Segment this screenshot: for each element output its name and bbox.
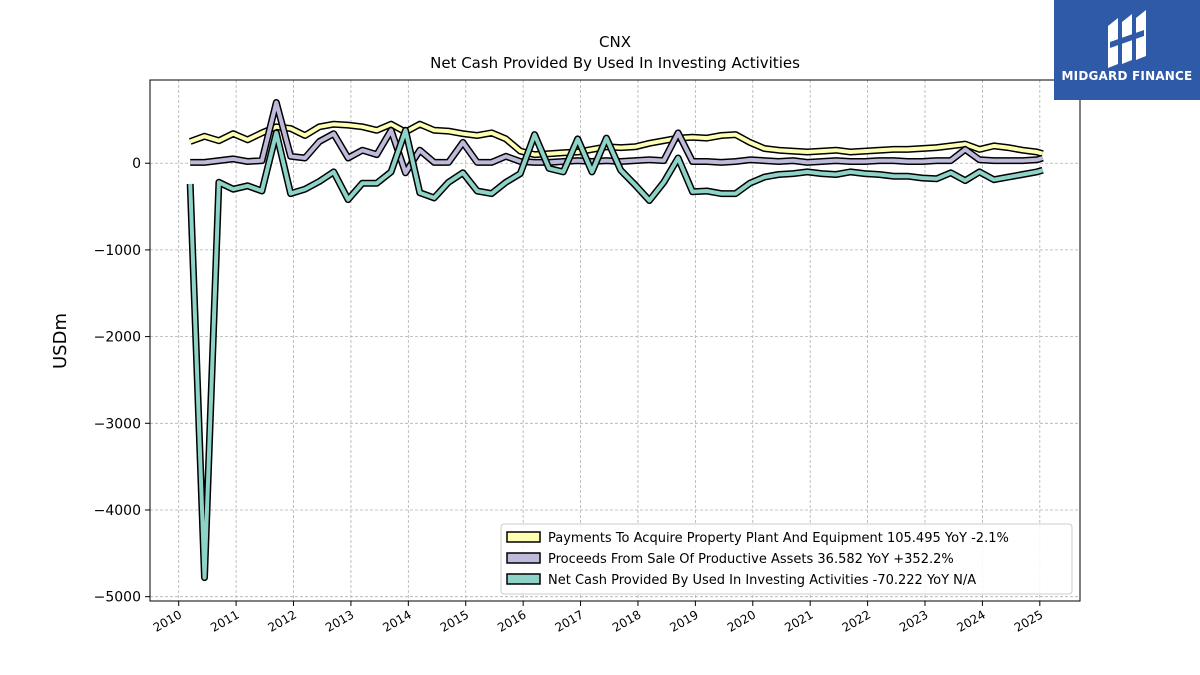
x-tick-label: 2015 — [438, 607, 471, 634]
y-tick-label: −5000 — [94, 590, 141, 606]
x-tick-label: 2011 — [208, 607, 241, 634]
x-tick-label: 2024 — [954, 607, 987, 634]
series-outline-2 — [186, 126, 1044, 582]
y-tick-label: −3000 — [94, 416, 141, 432]
x-tick-label: 2017 — [553, 607, 586, 634]
chart-subtitle: Net Cash Provided By Used In Investing A… — [430, 54, 800, 72]
y-axis: 0 −1000 −2000 −3000 −4000 −5000 — [94, 156, 150, 606]
legend-swatch — [506, 531, 541, 543]
series-layer — [186, 99, 1044, 582]
x-tick-label: 2021 — [782, 607, 815, 634]
x-tick-label: 2025 — [1012, 607, 1045, 634]
brand-logo: MIDGARD FINANCE — [1054, 0, 1200, 100]
x-tick-label: 2022 — [840, 607, 873, 634]
x-tick-label: 2013 — [323, 607, 356, 634]
series-line-1 — [190, 100, 1044, 175]
legend-label: Proceeds From Sale Of Productive Assets … — [548, 552, 954, 567]
chart-title: CNX — [599, 33, 631, 51]
x-tick-label: 2010 — [151, 607, 184, 634]
legend-label: Net Cash Provided By Used In Investing A… — [548, 573, 976, 588]
plot-frame — [149, 79, 1081, 602]
y-tick-label: −2000 — [94, 330, 141, 346]
x-tick-label: 2023 — [897, 607, 930, 634]
x-tick-label: 2020 — [725, 607, 758, 634]
y-tick-label: −1000 — [94, 243, 141, 259]
series-line-0 — [189, 122, 1044, 157]
y-tick-label: 0 — [132, 156, 141, 172]
brand-name: MIDGARD FINANCE — [1061, 69, 1193, 83]
legend-label: Payments To Acquire Property Plant And E… — [548, 531, 1009, 546]
x-axis: 2010 2011 2012 2013 2014 2015 2016 2017 2018 2019… — [151, 601, 1045, 635]
y-tick-label: −4000 — [94, 503, 141, 519]
y-axis-label: USDm — [50, 313, 71, 369]
legend-swatch — [506, 552, 541, 564]
x-tick-label: 2018 — [610, 607, 643, 634]
midgard-logo-icon — [1108, 10, 1146, 68]
series-line-2 — [188, 128, 1044, 580]
x-tick-label: 2019 — [667, 607, 700, 634]
x-tick-label: 2012 — [266, 607, 299, 634]
x-tick-label: 2014 — [380, 607, 413, 634]
legend-swatch — [506, 573, 541, 585]
x-tick-label: 2016 — [495, 607, 528, 634]
legend-box — [500, 523, 1073, 595]
legend: Payments To Acquire Property Plant And E… — [500, 523, 1073, 595]
